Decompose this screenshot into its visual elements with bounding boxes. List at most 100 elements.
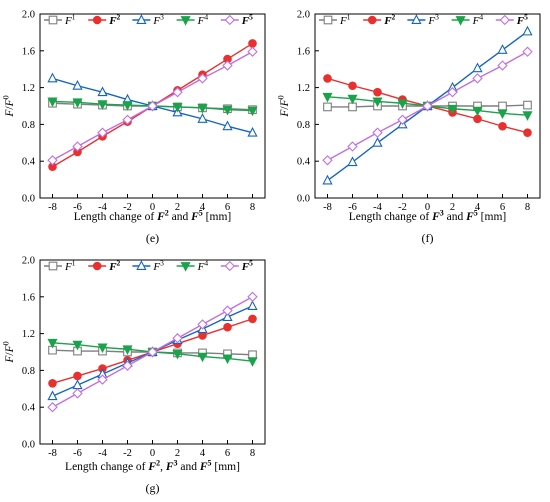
data-point: [347, 156, 358, 167]
data-point: [97, 374, 108, 385]
x-tick-label: -8: [323, 202, 332, 213]
x-tick-label: 0: [150, 202, 155, 213]
x-tick-label: 2: [450, 202, 455, 213]
panel-label: (e): [146, 231, 159, 245]
legend-marker: [499, 14, 510, 26]
data-point: [248, 39, 257, 48]
data-point: [472, 106, 483, 117]
y-tick-label: 0.4: [22, 157, 36, 168]
data-point: [73, 371, 82, 381]
x-tick-label: 0: [425, 202, 430, 213]
legend: F1 F2 F3 F4 F5: [44, 13, 253, 28]
legend-label: F3: [152, 13, 164, 28]
data-point: [373, 87, 382, 97]
data-point: [197, 103, 208, 114]
x-tick-label: -8: [48, 448, 57, 459]
x-tick-label: 2: [175, 202, 180, 213]
y-tick-label: 0.4: [22, 403, 36, 414]
chart-panel: 0.0 0.4 0.8 1.2 1.6 2.0 -8 -6 -4 -2 0 2 4 6 8 F/F0 Lengt…: [2, 10, 266, 245]
legend-item: F4: [176, 13, 209, 28]
legend-marker: [180, 262, 191, 272]
data-point: [47, 390, 58, 401]
legend-marker: [224, 14, 235, 26]
x-axis-label: Length change of F2 and F5 [mm]: [74, 209, 231, 224]
data-point: [147, 100, 158, 112]
x-tick-label: 6: [225, 448, 230, 459]
data-point: [47, 72, 58, 83]
x-tick-label: 6: [500, 202, 505, 213]
data-point: [172, 333, 183, 344]
data-point: [447, 104, 458, 115]
legend-marker: [136, 14, 147, 24]
data-point: [97, 127, 108, 138]
x-tick-label: 4: [200, 448, 206, 459]
x-tick-label: 8: [250, 202, 255, 213]
data-point: [497, 109, 508, 120]
data-point: [197, 352, 208, 363]
x-tick-label: -4: [98, 202, 107, 213]
legend-marker: [92, 15, 102, 25]
data-point: [47, 338, 58, 349]
x-tick-label: 8: [250, 448, 255, 459]
x-tick-label: 4: [475, 202, 481, 213]
legend-marker: [367, 15, 377, 25]
x-tick-label: -2: [123, 202, 132, 213]
data-point: [172, 103, 183, 113]
legend-label: F5: [516, 13, 528, 28]
data-point: [247, 106, 258, 117]
data-point: [222, 105, 233, 116]
data-point: [47, 402, 58, 413]
y-tick-label: 0.0: [22, 194, 35, 205]
data-point: [72, 79, 83, 90]
data-point: [472, 73, 483, 84]
legend-item: F4: [176, 259, 208, 273]
legend-label: F1: [64, 13, 76, 28]
x-tick-label: -4: [373, 202, 382, 213]
legend-item: F3: [132, 13, 164, 28]
x-tick-label: 0: [150, 448, 155, 459]
legend-item: F2: [88, 259, 121, 274]
x-tick-label: -6: [73, 202, 82, 213]
data-point: [522, 25, 533, 36]
data-point: [397, 114, 408, 125]
data-point: [323, 102, 332, 112]
legend-marker: [48, 15, 58, 25]
data-point: [222, 60, 233, 71]
legend-marker: [136, 260, 147, 270]
data-point: [97, 86, 108, 97]
data-point: [72, 141, 83, 152]
y-tick-label: 2.0: [22, 10, 35, 21]
legend-marker: [411, 14, 422, 24]
data-point: [247, 291, 258, 302]
panel-label: (f): [422, 231, 434, 245]
data-point: [97, 100, 108, 110]
data-point: [122, 114, 133, 125]
legend-item: F1: [44, 13, 76, 28]
legend-label: F4: [197, 13, 209, 28]
data-point: [222, 311, 233, 321]
legend-label: F1: [64, 259, 76, 274]
data-point: [497, 60, 508, 71]
legend-label: F2: [383, 13, 395, 28]
legend-label: F1: [339, 13, 351, 28]
y-tick-label: 1.6: [22, 46, 35, 57]
y-axis-label: F/F0: [2, 341, 17, 363]
data-point: [472, 62, 483, 73]
x-axis-label: Length change of F3 and F5 [mm]: [349, 209, 506, 224]
y-tick-label: 1.6: [22, 292, 35, 303]
legend-item: F5: [220, 13, 253, 27]
y-tick-label: 0.8: [22, 120, 35, 131]
data-point: [197, 319, 208, 330]
legend-item: F2: [88, 13, 121, 27]
legend-marker: [48, 261, 58, 271]
data-point: [497, 44, 508, 54]
y-tick-label: 1.2: [22, 329, 35, 340]
legend-label: F2: [108, 259, 120, 274]
y-axis-label: F/F0: [2, 95, 17, 117]
data-point: [197, 113, 208, 123]
data-point: [323, 74, 332, 83]
data-point: [72, 340, 83, 351]
y-tick-label: 1.2: [297, 83, 310, 94]
data-point: [322, 155, 333, 166]
